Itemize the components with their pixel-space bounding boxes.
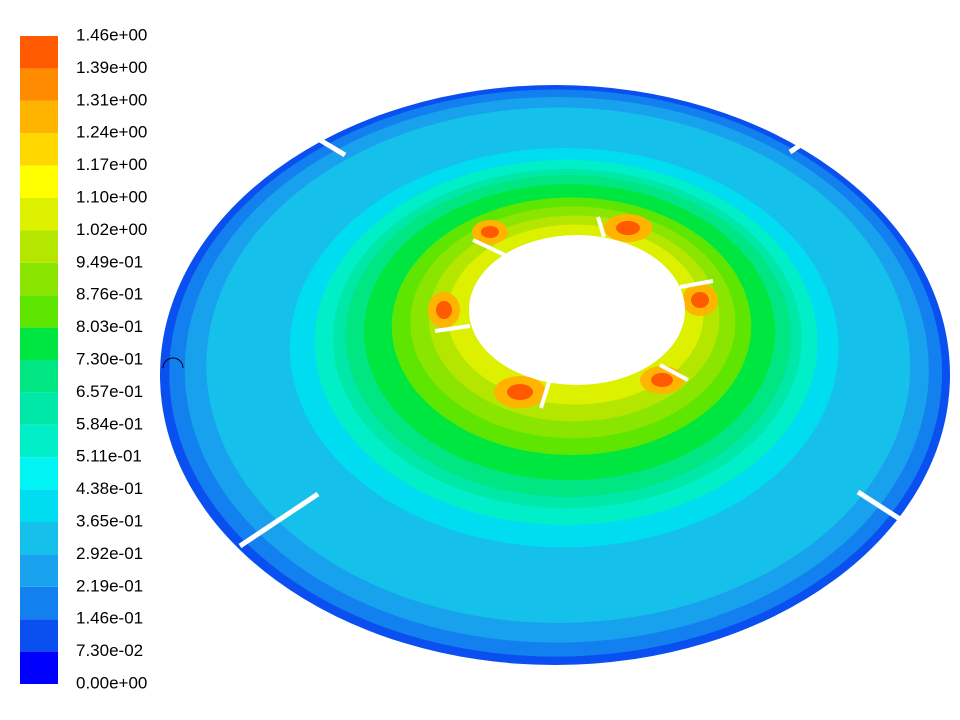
colorbar-label: 1.02e+00 — [76, 220, 147, 239]
hot-spot — [481, 226, 499, 238]
colorbar-swatch — [20, 457, 58, 490]
inner-hole — [469, 235, 685, 385]
inner-blade — [472, 238, 506, 257]
colorbar-label: 0.00e+00 — [76, 673, 147, 692]
inner-blade — [659, 363, 689, 382]
colorbar-swatch — [20, 133, 58, 166]
hot-spot — [507, 384, 533, 400]
colorbar-label: 1.46e-01 — [76, 609, 143, 628]
colorbar-swatch — [20, 360, 58, 393]
colorbar-label: 8.03e-01 — [76, 317, 143, 336]
outer-blade — [856, 489, 942, 548]
colorbar-label: 1.39e+00 — [76, 58, 147, 77]
outer-blade — [288, 119, 347, 158]
colorbar-swatch — [20, 522, 58, 555]
contour-field — [160, 85, 950, 665]
outer-blade — [788, 117, 840, 155]
blades — [238, 117, 942, 549]
colorbar-swatch — [20, 489, 58, 522]
colorbar-swatch — [20, 586, 58, 620]
geometry-overlay — [162, 117, 942, 549]
colorbar-label: 1.46e+00 — [76, 25, 147, 44]
colorbar-label: 2.92e-01 — [76, 544, 143, 563]
colorbar-swatch — [20, 100, 58, 134]
colorbar-label: 3.65e-01 — [76, 511, 143, 530]
colorbar-swatch — [20, 262, 58, 296]
colorbar-swatch — [20, 198, 58, 231]
colorbar: 0.00e+00 7.30e-02 1.46e-01 2.19e-01 2.92e-01… — [20, 25, 147, 692]
hot-spot — [691, 292, 709, 308]
inner-blade — [434, 324, 471, 333]
colorbar-label: 1.17e+00 — [76, 155, 147, 174]
colorbar-swatch — [20, 392, 58, 425]
colorbar-swatch — [20, 68, 58, 101]
hot-spot — [616, 221, 640, 235]
colorbar-swatch — [20, 36, 58, 69]
colorbar-label: 4.38e-01 — [76, 479, 143, 498]
colorbar-swatch — [20, 554, 58, 587]
colorbar-label: 7.30e-01 — [76, 349, 143, 368]
colorbar-label: 2.19e-01 — [76, 576, 143, 595]
hot-spot — [651, 373, 673, 387]
colorbar-label: 9.49e-01 — [76, 252, 143, 271]
inner-blade — [596, 216, 606, 238]
colorbar-label: 1.24e+00 — [76, 123, 147, 142]
colorbar-swatch — [20, 295, 58, 328]
colorbar-swatch — [20, 165, 58, 198]
colorbar-swatch — [20, 327, 58, 360]
hot-spot — [436, 301, 452, 319]
inner-blade — [679, 279, 714, 289]
colorbar-swatch — [20, 230, 58, 263]
colorbar-label: 1.31e+00 — [76, 90, 147, 109]
outer-blade — [238, 491, 320, 549]
colorbar-label: 7.30e-02 — [76, 641, 143, 660]
colorbar-label: 5.11e-01 — [76, 447, 142, 466]
colorbar-label: 1.10e+00 — [76, 187, 147, 206]
cursor-arc — [162, 357, 184, 369]
colorbar-swatch — [20, 424, 58, 458]
colorbar-swatch — [20, 651, 58, 684]
inner-blade — [539, 381, 551, 409]
colorbar-label: 6.57e-01 — [76, 382, 143, 401]
colorbar-label: 8.76e-01 — [76, 285, 143, 304]
colorbar-label: 5.84e-01 — [76, 414, 143, 433]
colorbar-swatch — [20, 619, 58, 652]
